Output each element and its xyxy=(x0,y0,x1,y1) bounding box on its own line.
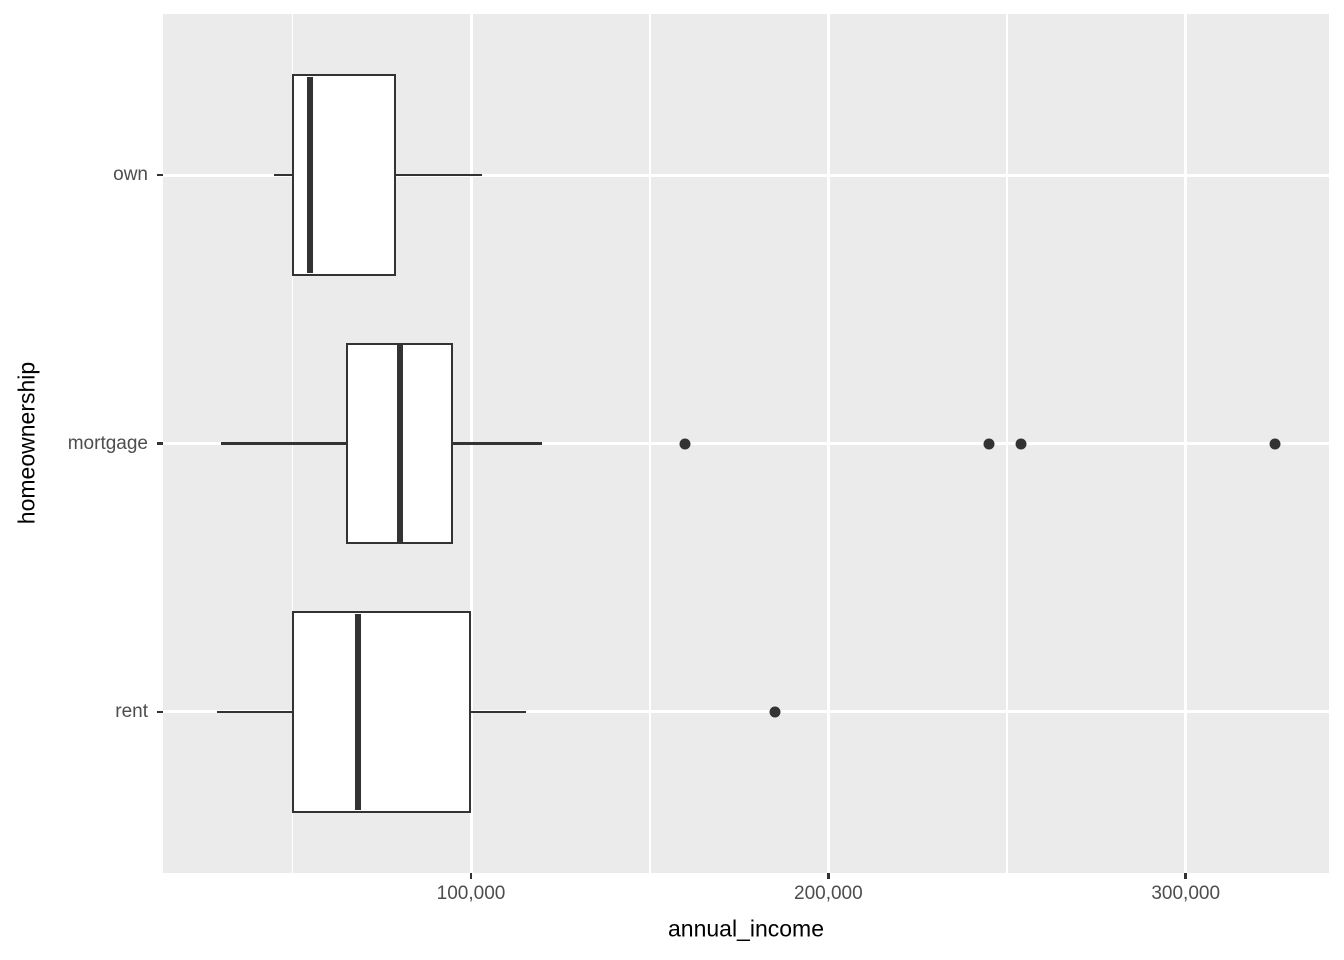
whisker-low-mortgage xyxy=(220,442,346,445)
whisker-low-own xyxy=(274,173,293,177)
outlier-point xyxy=(769,706,781,718)
plot-panel xyxy=(163,14,1329,873)
median-mortgage xyxy=(396,345,403,542)
y-axis-tick xyxy=(157,710,163,714)
outlier-point xyxy=(1269,438,1281,449)
major-gridline-y xyxy=(163,442,1329,445)
y-tick-label: mortgage xyxy=(67,432,148,454)
x-axis-tick xyxy=(469,873,473,879)
outlier-point xyxy=(1015,438,1027,449)
x-tick-label: 100,000 xyxy=(436,883,506,904)
whisker-high-rent xyxy=(471,710,527,714)
x-axis-tick xyxy=(1184,873,1187,879)
x-tick-label: 200,000 xyxy=(794,883,863,904)
x-tick-label: 300,000 xyxy=(1151,883,1221,904)
y-axis-tick xyxy=(157,442,163,445)
outlier-point xyxy=(983,438,995,449)
median-rent xyxy=(355,613,362,811)
whisker-high-mortgage xyxy=(453,442,543,445)
y-tick-label: own xyxy=(113,164,148,186)
y-tick-label: rent xyxy=(115,700,148,722)
whisker-high-own xyxy=(395,173,482,177)
outlier-point xyxy=(679,438,691,449)
x-axis-title: annual_income xyxy=(667,915,825,942)
y-axis-tick xyxy=(157,173,163,177)
x-axis-tick xyxy=(827,873,830,879)
box-rent xyxy=(292,611,471,813)
median-own xyxy=(307,76,314,274)
major-gridline-y xyxy=(163,710,1329,714)
major-gridline-y xyxy=(163,173,1329,177)
whisker-low-rent xyxy=(217,710,293,714)
